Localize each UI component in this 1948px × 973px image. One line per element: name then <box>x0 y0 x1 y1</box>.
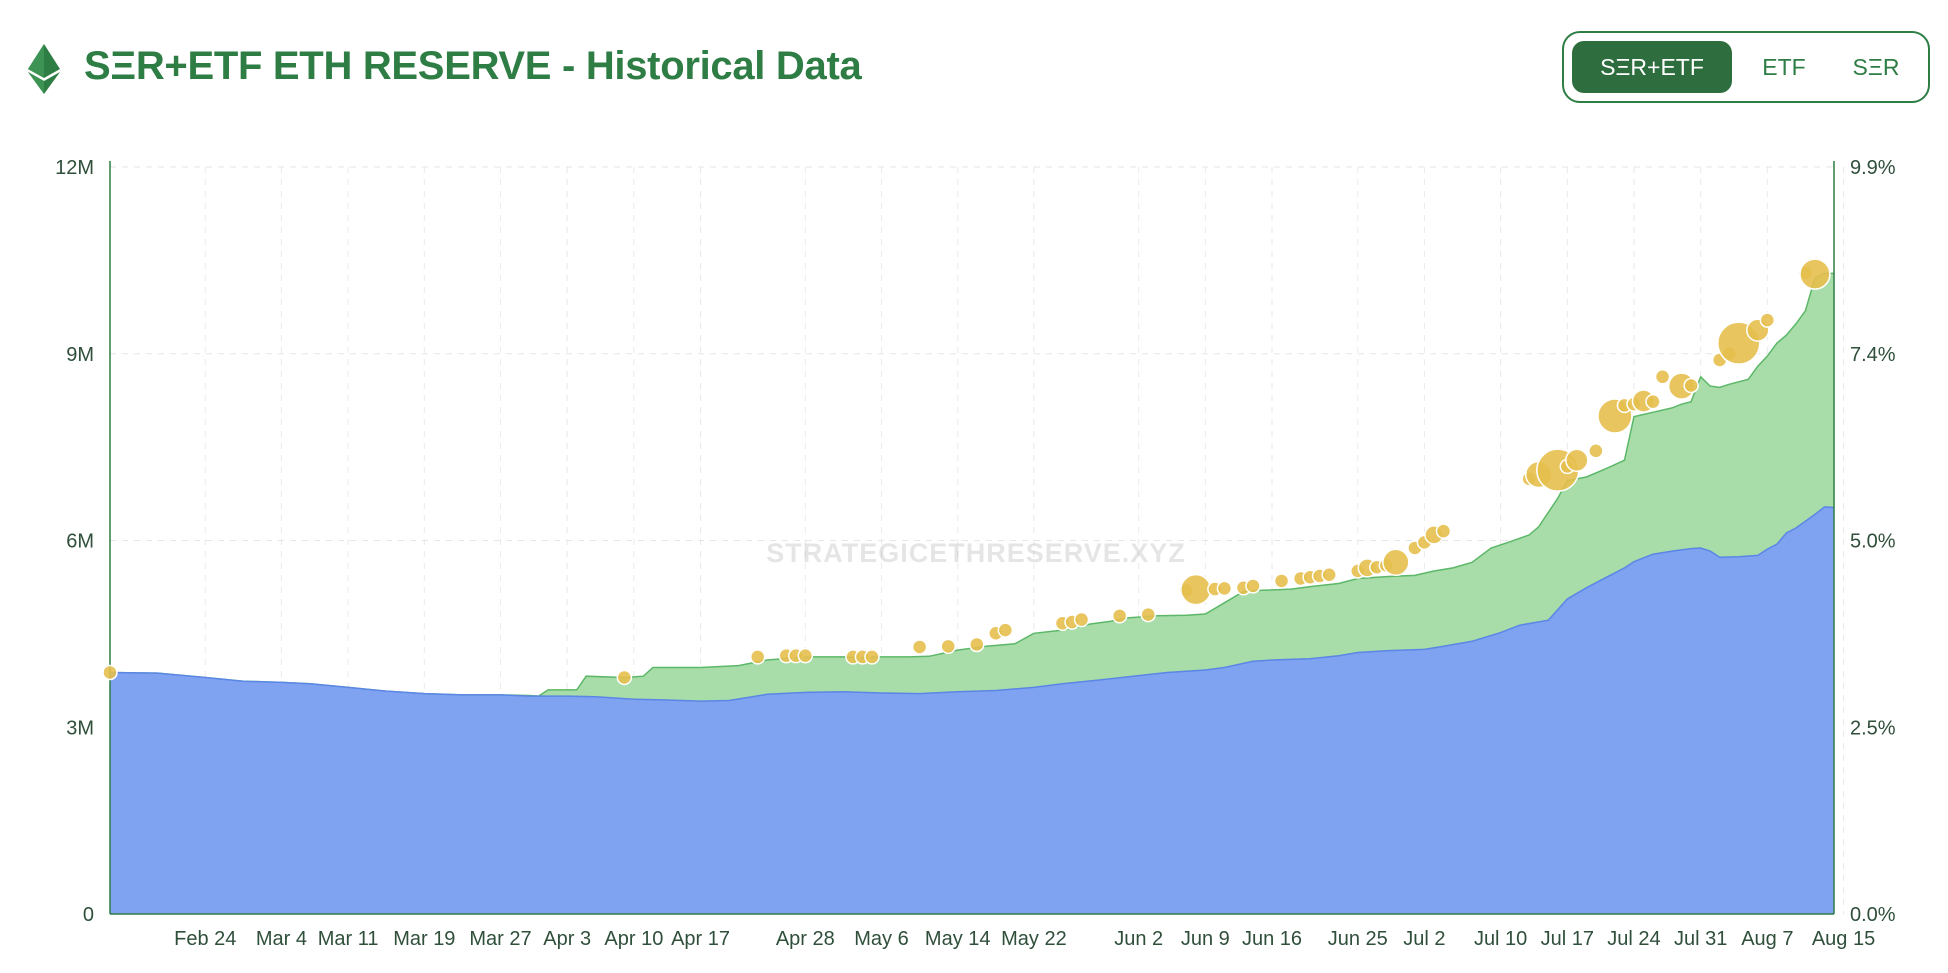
x-tick-label: Jul 24 <box>1607 928 1660 950</box>
x-tick-label: Jul 2 <box>1403 928 1445 950</box>
y-tick-label-left: 0 <box>83 904 94 926</box>
y-tick-label-right: 0.0% <box>1850 904 1896 926</box>
purchase-bubble[interactable] <box>1565 448 1589 472</box>
purchase-bubble[interactable] <box>1321 566 1337 583</box>
purchase-bubble[interactable] <box>1245 578 1261 594</box>
purchase-bubble[interactable] <box>1073 611 1090 628</box>
y-tick-label-right: 7.4% <box>1850 344 1896 366</box>
purchase-bubble[interactable] <box>1140 606 1156 623</box>
purchase-bubble[interactable] <box>864 649 880 665</box>
x-tick-label: May 14 <box>925 928 991 950</box>
x-tick-label: May 22 <box>1001 928 1067 950</box>
purchase-bubble[interactable] <box>102 664 118 681</box>
purchase-bubble[interactable] <box>940 638 956 655</box>
x-tick-label: Jun 2 <box>1114 928 1163 950</box>
purchase-bubble[interactable] <box>1799 258 1831 290</box>
x-tick-label: Jul 17 <box>1541 928 1594 950</box>
purchase-bubble[interactable] <box>616 669 633 686</box>
purchase-bubble[interactable] <box>1180 573 1212 606</box>
x-tick-label: Aug 15 <box>1812 928 1875 950</box>
y-tick-label-left: 3M <box>66 717 94 739</box>
x-tick-label: Mar 19 <box>393 928 455 950</box>
x-tick-label: Apr 28 <box>776 928 835 950</box>
page-header: SΞR+ETF ETH RESERVE - Historical Data SΞ… <box>0 0 1948 130</box>
x-tick-label: Jul 10 <box>1474 928 1527 950</box>
x-tick-label: Mar 27 <box>469 928 531 950</box>
purchase-bubble[interactable] <box>1759 312 1776 328</box>
y-tick-label-right: 2.5% <box>1850 717 1896 739</box>
x-tick-label: Jul 31 <box>1674 928 1727 950</box>
reserve-area-chart: STRATEGICETHRESERVE.XYZ 0 3M 6M 9M 12M 0.0% 2.5… <box>55 157 1896 950</box>
purchase-bubble[interactable] <box>1588 443 1604 459</box>
x-tick-label: Jun 25 <box>1328 928 1388 950</box>
y-tick-label-right: 9.9% <box>1850 157 1896 179</box>
x-tick-label: Jun 9 <box>1181 928 1230 950</box>
purchase-bubble[interactable] <box>1683 377 1699 394</box>
y-tick-label-right: 5.0% <box>1850 531 1896 553</box>
x-tick-label: Apr 17 <box>671 928 730 950</box>
purchase-bubble[interactable] <box>969 636 985 653</box>
etf-line <box>109 506 1835 702</box>
toggle-ser[interactable]: SΞR <box>1852 54 1900 80</box>
page-title: SΞR+ETF ETH RESERVE - Historical Data <box>84 44 862 88</box>
x-tick-label: Apr 3 <box>543 928 591 950</box>
y-tick-label-left: 6M <box>66 531 94 553</box>
series-toggle: SΞR+ETF ETF SΞR <box>1562 31 1930 103</box>
purchase-bubble[interactable] <box>1216 580 1233 597</box>
purchase-bubble[interactable] <box>1645 393 1661 410</box>
purchase-bubble[interactable] <box>911 639 928 655</box>
x-tick-label: Aug 7 <box>1741 928 1793 950</box>
purchase-bubble[interactable] <box>749 649 766 665</box>
purchase-bubble[interactable] <box>1654 369 1671 385</box>
purchase-bubble[interactable] <box>1435 523 1452 539</box>
x-tick-label: Jun 16 <box>1242 928 1302 950</box>
y-tick-label-left: 12M <box>55 157 94 179</box>
x-tick-label: May 6 <box>854 928 908 950</box>
chart-area: STRATEGICETHRESERVE.XYZ 0 3M 6M 9M 12M 0.0% 2.5… <box>0 140 1948 968</box>
etf-area <box>110 506 1834 914</box>
x-tick-label: Mar 4 <box>256 928 307 950</box>
x-tick-label: Mar 11 <box>318 928 379 950</box>
watermark: STRATEGICETHRESERVE.XYZ <box>766 538 1186 568</box>
purchase-bubble[interactable] <box>997 622 1014 638</box>
toggle-etf[interactable]: ETF <box>1762 54 1806 80</box>
ser-line <box>109 272 1834 697</box>
purchase-bubble[interactable] <box>1382 548 1410 577</box>
ethereum-icon <box>28 44 60 94</box>
y-tick-label-left: 9M <box>66 344 94 366</box>
toggle-ser-etf[interactable]: SΞR+ETF <box>1572 41 1732 93</box>
x-tick-label: Apr 10 <box>604 928 663 950</box>
purchase-bubble[interactable] <box>1111 608 1128 624</box>
purchase-bubble[interactable] <box>1273 573 1290 589</box>
x-tick-label: Feb 24 <box>174 928 236 950</box>
purchase-bubble[interactable] <box>797 647 814 664</box>
